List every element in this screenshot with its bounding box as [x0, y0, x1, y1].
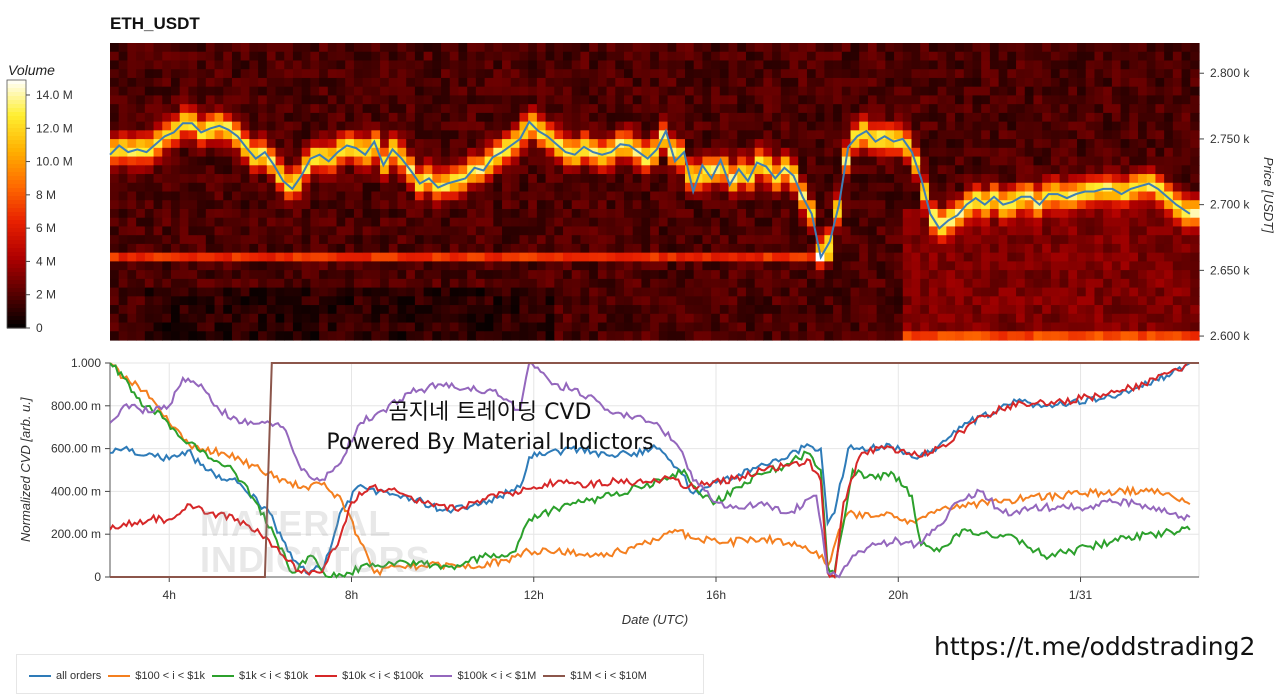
- cvd-series-line: [110, 362, 1191, 579]
- colorbar-tick-label: 8 M: [36, 188, 56, 202]
- cvd-series-line: [110, 361, 1191, 579]
- price-tick-label: 2.700 k: [1210, 198, 1250, 212]
- watermark-line-2: Powered By Material Indictors: [326, 430, 654, 455]
- price-tick-label: 2.800 k: [1210, 66, 1250, 80]
- legend-swatch: [211, 675, 234, 677]
- colorbar-tick-label: 6 M: [36, 221, 56, 235]
- legend-item[interactable]: $100 < i < $1k: [108, 670, 205, 682]
- colorbar-tick-label: 0: [36, 321, 43, 335]
- colorbar-frame: [6, 79, 27, 329]
- heatmap-cells: [110, 43, 1200, 341]
- cvd-x-tick-label: 16h: [706, 588, 726, 602]
- legend-label: $1k < i < $10k: [238, 670, 309, 682]
- legend-label: $100 < i < $1k: [135, 670, 205, 682]
- price-heatmap[interactable]: 2.800 k 2.750 k 2.700 k 2.650 k 2.600 k: [0, 0, 1280, 350]
- cvd-y-tick-label: 600.00 m: [51, 442, 101, 456]
- legend-label: $10k < i < $100k: [342, 670, 424, 682]
- colorbar-tick-label: 12.0 M: [36, 121, 73, 135]
- cvd-y-tick-label: 800.00 m: [51, 399, 101, 413]
- cvd-series-line: [110, 362, 1191, 576]
- cvd-series-line: [110, 362, 1190, 579]
- cvd-legend: all orders $100 < i < $1k $1k < i < $10k $1…: [16, 654, 704, 694]
- legend-item[interactable]: $10k < i < $100k: [315, 670, 423, 682]
- legend-swatch: [543, 675, 566, 677]
- colorbar-tick-label: 2 M: [36, 288, 56, 302]
- chart-title: ETH_USDT: [110, 14, 200, 33]
- legend-swatch: [430, 675, 453, 677]
- price-tick-label: 2.650 k: [1210, 263, 1250, 277]
- cvd-x-tick-label: 20h: [888, 588, 908, 602]
- price-axis-title: Price [USDT]: [1261, 157, 1276, 233]
- price-tick-label: 2.600 k: [1210, 329, 1250, 343]
- cvd-x-tick-label: 8h: [345, 588, 358, 602]
- legend-swatch: [108, 675, 131, 677]
- legend-item[interactable]: $1M < i < $10M: [543, 670, 647, 682]
- legend-swatch: [315, 675, 338, 677]
- legend-swatch: [29, 675, 51, 677]
- cvd-series-line: [110, 362, 1191, 577]
- legend-item[interactable]: $1k < i < $10k: [211, 670, 309, 682]
- cvd-x-tick-label: 1/31: [1069, 588, 1093, 602]
- legend-item[interactable]: $100k < i < $1M: [430, 670, 536, 682]
- legend-item[interactable]: all orders: [29, 670, 101, 682]
- colorbar-gradient: [7, 80, 26, 329]
- cvd-x-tick-label: 4h: [163, 588, 176, 602]
- logo-line-2: INDICATORS: [200, 539, 431, 580]
- cvd-y-tick-label: 200.00 m: [51, 527, 101, 541]
- watermark-line-1: 곰지네 트레이딩 CVD: [388, 400, 592, 425]
- legend-label: $100k < i < $1M: [457, 670, 537, 682]
- legend-label: all orders: [56, 670, 102, 682]
- telegram-link[interactable]: https://t.me/oddstrading2: [934, 632, 1256, 661]
- cvd-y-tick-label: 400.00 m: [51, 484, 101, 498]
- colorbar-title: Volume: [8, 62, 55, 78]
- logo-watermark: MATERIAL INDICATORS: [200, 506, 431, 578]
- price-line: [109, 120, 1191, 260]
- colorbar-tick-label: 10.0 M: [36, 155, 73, 169]
- logo-line-1: MATERIAL: [200, 503, 392, 544]
- watermark-text: 곰지네 트레이딩 CVD Powered By Material Indicto…: [290, 398, 690, 458]
- colorbar-tick-label: 4 M: [36, 254, 56, 268]
- volume-colorbar: 14.0 M 12.0 M 10.0 M 8 M 6 M 4 M 2 M 0: [6, 79, 73, 335]
- colorbar-tick-label: 14.0 M: [36, 88, 73, 102]
- cvd-y-tick-label: 1.000: [71, 356, 101, 370]
- cvd-line-chart[interactable]: 0 200.00 m 400.00 m 600.00 m 800.00 m 1.000 4h…: [0, 350, 1280, 610]
- date-axis-title: Date (UTC): [621, 612, 689, 627]
- cvd-x-tick-label: 12h: [524, 588, 544, 602]
- cvd-series-line: [110, 362, 1199, 578]
- legend-label: $1M < i < $10M: [570, 670, 647, 682]
- cvd-y-tick-label: 0: [94, 570, 101, 584]
- price-tick-label: 2.750 k: [1210, 132, 1250, 146]
